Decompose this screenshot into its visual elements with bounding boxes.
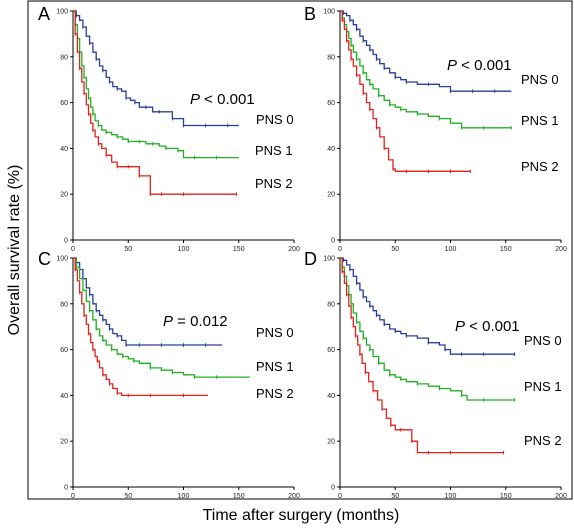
series-label-pns2: PNS 2 [255, 176, 293, 191]
panel-letter: B [304, 4, 316, 24]
y-tick-label: 100 [56, 9, 68, 16]
series-line-pns2 [73, 257, 208, 397]
series-line-pns0 [340, 10, 512, 92]
p-value-label: P < 0.001 [447, 57, 512, 74]
y-tick-label: 100 [56, 256, 68, 263]
series-label-pns0: PNS 0 [256, 112, 294, 127]
x-tick-label: 150 [500, 493, 512, 500]
x-tick-label: 150 [233, 493, 245, 500]
y-tick-label: 80 [327, 54, 335, 61]
y-tick-label: 0 [331, 238, 335, 245]
y-tick-label: 40 [327, 146, 335, 153]
series-label-pns1: PNS 1 [521, 113, 559, 128]
x-tick-label: 150 [500, 246, 512, 253]
y-tick-label: 40 [327, 393, 335, 400]
x-tick-label: 200 [555, 493, 567, 500]
figure-border [27, 0, 573, 500]
series-line-pns1 [340, 257, 515, 401]
y-tick-label: 20 [60, 192, 68, 199]
panel-letter: D [304, 249, 317, 269]
y-tick-label: 60 [60, 100, 68, 107]
x-tick-label: 50 [391, 246, 399, 253]
x-tick-label: 50 [124, 246, 132, 253]
p-value-label: P < 0.001 [190, 91, 255, 108]
series-label-pns1: PNS 1 [256, 359, 294, 374]
y-tick-label: 80 [60, 54, 68, 61]
panel-letter: C [38, 249, 51, 269]
series-label-pns1: PNS 1 [524, 379, 562, 394]
x-tick-label: 200 [555, 246, 567, 253]
x-tick-label: 100 [445, 246, 457, 253]
series-label-pns0: PNS 0 [521, 72, 559, 87]
y-axis-title: Overall survival rate (%) [6, 165, 23, 336]
series-label-pns2: PNS 2 [524, 433, 562, 448]
y-tick-label: 60 [327, 100, 335, 107]
y-tick-label: 100 [323, 256, 335, 263]
panel-b: 0 20 40 60 80 100 0 50 100 150 200 PNS 0 PNS 1 PNS 2 B… [304, 4, 567, 253]
x-tick-label: 0 [71, 246, 75, 253]
y-tick-label: 20 [327, 439, 335, 446]
series-label-pns2: PNS 2 [521, 159, 559, 174]
y-tick-label: 0 [331, 485, 335, 492]
p-value-label: P < 0.001 [455, 318, 520, 335]
y-tick-label: 20 [327, 192, 335, 199]
series-line-pns0 [73, 257, 223, 346]
x-tick-label: 200 [288, 246, 300, 253]
series-label-pns1: PNS 1 [255, 143, 293, 158]
x-tick-label: 100 [178, 246, 190, 253]
y-tick-label: 80 [60, 301, 68, 308]
p-value-label: P = 0.012 [163, 313, 228, 330]
series-label-pns0: PNS 0 [256, 325, 294, 340]
x-tick-label: 0 [338, 246, 342, 253]
x-axis-title: Time after surgery (months) [203, 507, 400, 524]
x-tick-label: 150 [233, 246, 245, 253]
y-tick-label: 40 [60, 393, 68, 400]
panel-letter: A [38, 4, 50, 24]
y-tick-label: 80 [327, 301, 335, 308]
series-label-pns2: PNS 2 [256, 386, 294, 401]
x-tick-label: 0 [71, 493, 75, 500]
series-line-pns0 [340, 257, 515, 355]
y-tick-label: 20 [60, 439, 68, 446]
y-tick-label: 0 [64, 238, 68, 245]
x-tick-label: 100 [445, 493, 457, 500]
x-tick-label: 0 [338, 493, 342, 500]
x-tick-label: 200 [288, 493, 300, 500]
series-label-pns0: PNS 0 [524, 333, 562, 348]
x-tick-label: 50 [124, 493, 132, 500]
series-line-pns2 [340, 257, 504, 454]
panel-a: 0 20 40 60 80 100 0 50 100 150 200 PNS 0 PNS 1 PNS 2 A… [38, 4, 300, 253]
y-tick-label: 100 [323, 9, 335, 16]
y-tick-label: 0 [64, 485, 68, 492]
x-tick-label: 100 [178, 493, 190, 500]
x-tick-label: 50 [391, 493, 399, 500]
y-tick-label: 40 [60, 146, 68, 153]
series-line-pns1 [73, 10, 239, 159]
y-tick-label: 60 [60, 347, 68, 354]
series-line-pns0 [73, 10, 239, 127]
y-tick-label: 60 [327, 347, 335, 354]
series-line-pns2 [340, 10, 471, 172]
